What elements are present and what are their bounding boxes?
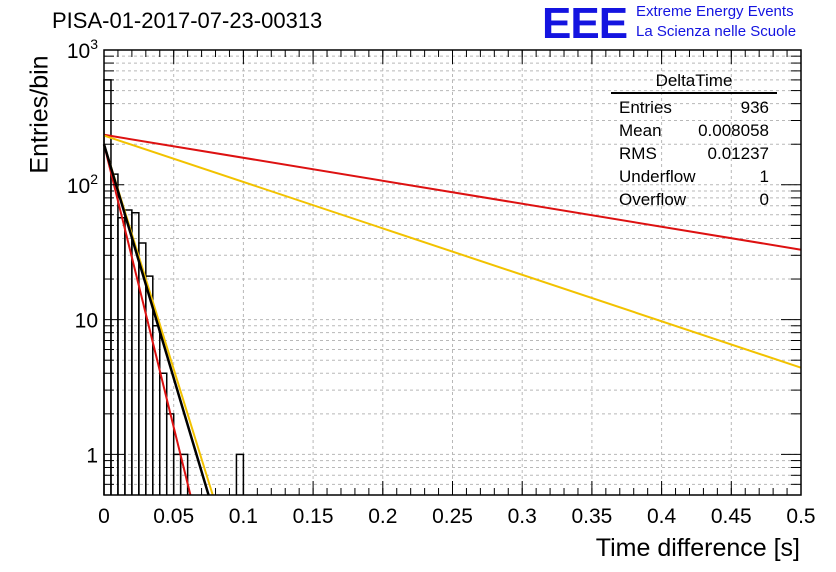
stats-row-entries: Entries 936 xyxy=(611,96,777,119)
x-tick-label: 0.25 xyxy=(432,505,473,528)
eee-logo: EEE xyxy=(542,0,628,48)
logo-line-1: Extreme Energy Events xyxy=(636,3,794,20)
stats-label: Entries xyxy=(619,98,672,117)
y-axis-label: Entries/bin xyxy=(25,55,54,174)
histogram-bin xyxy=(152,325,161,495)
stats-value: 0.008058 xyxy=(698,121,769,140)
fit-curve xyxy=(102,143,210,496)
stats-label: Mean xyxy=(619,121,662,140)
histogram-bin xyxy=(235,453,245,495)
stats-box: DeltaTime Entries 936 Mean 0.008058 RMS … xyxy=(611,70,777,211)
chart-title: PISA-01-2017-07-23-00313 xyxy=(52,8,323,33)
logo-line-2: La Scienza nelle Scuole xyxy=(636,23,797,40)
x-tick-label: 0.5 xyxy=(786,505,815,528)
stats-row-mean: Mean 0.008058 xyxy=(611,119,777,142)
y-tick-label: 1 xyxy=(86,444,98,467)
stats-label: Overflow xyxy=(619,190,687,209)
fit-curves xyxy=(102,133,802,496)
fit-curve xyxy=(103,133,802,251)
fit-curve xyxy=(103,134,802,369)
x-axis: 0 0.05 0.1 0.15 0.2 0.25 0.3 0.35 0.4 0.45 0.5 xyxy=(98,50,816,528)
grid xyxy=(103,50,802,496)
y-tick-label: 10 xyxy=(75,310,98,333)
histogram-bin xyxy=(179,453,189,495)
stats-value: 0 xyxy=(759,190,769,209)
x-tick-label: 0.3 xyxy=(508,505,537,528)
fit-curve xyxy=(103,143,192,496)
histogram-bin xyxy=(145,275,154,495)
x-tick-label: 0.05 xyxy=(153,505,194,528)
y-tick-label: 102 xyxy=(67,171,98,198)
x-tick-label: 0.45 xyxy=(711,505,752,528)
stats-label: Underflow xyxy=(619,167,696,186)
histogram-bin xyxy=(110,173,119,495)
x-tick-label: 0.4 xyxy=(647,505,677,528)
stats-row-overflow: Overflow 0 xyxy=(611,188,777,211)
stats-value: 936 xyxy=(740,98,769,117)
x-tick-label: 0.15 xyxy=(293,505,334,528)
histogram-bin xyxy=(103,79,112,495)
stats-label: RMS xyxy=(619,144,657,163)
x-axis-label: Time difference [s] xyxy=(595,534,800,562)
x-tick-label: 0.1 xyxy=(229,505,258,528)
histogram-bin xyxy=(117,216,126,495)
stats-value: 0.01237 xyxy=(707,144,769,163)
stats-row-rms: RMS 0.01237 xyxy=(611,142,777,165)
stats-row-underflow: Underflow 1 xyxy=(611,165,777,188)
x-tick-label: 0 xyxy=(98,505,110,528)
x-tick-label: 0.35 xyxy=(571,505,612,528)
x-tick-label: 0.2 xyxy=(368,505,397,528)
stats-name: DeltaTime xyxy=(611,70,777,94)
stats-value: 1 xyxy=(759,167,769,186)
y-tick-label: 103 xyxy=(67,36,98,63)
